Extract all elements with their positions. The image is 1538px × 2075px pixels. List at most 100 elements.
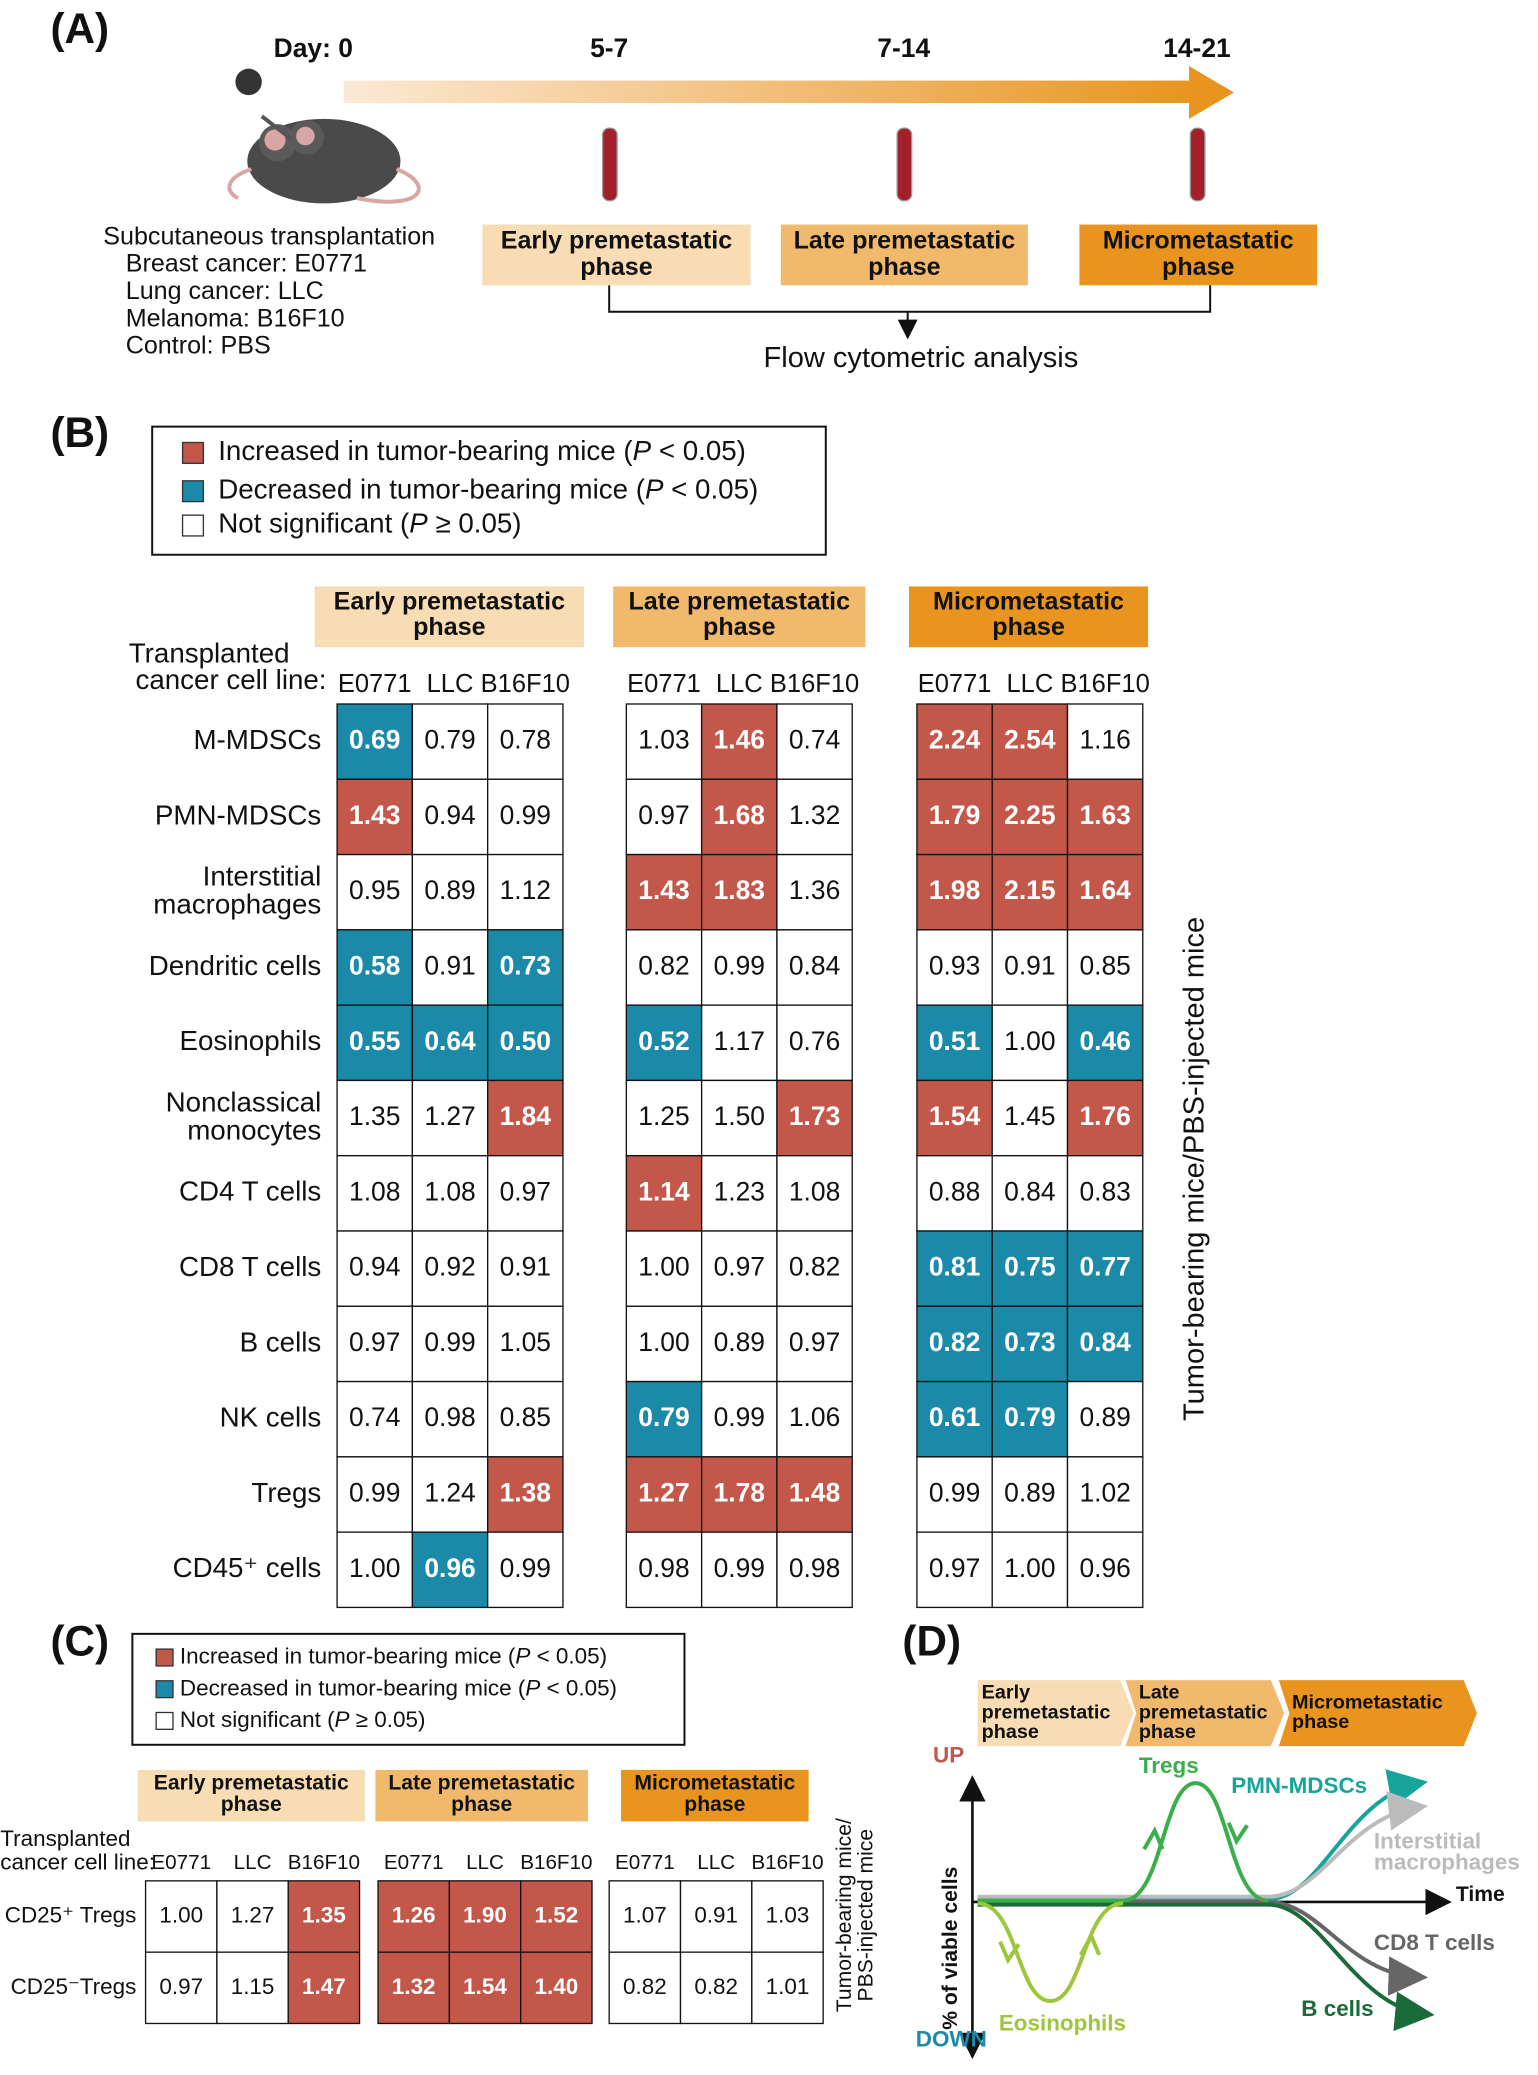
cell-value: 1.63 <box>1079 800 1130 830</box>
phase-label: phase <box>1139 1721 1196 1743</box>
cell-value: 1.64 <box>1079 875 1131 905</box>
cell-value: 1.17 <box>714 1026 765 1056</box>
phase-label: phase <box>413 613 486 641</box>
cell-value: 1.25 <box>638 1101 689 1131</box>
row-label: Tregs <box>251 1477 321 1508</box>
cell-value: 0.93 <box>929 950 980 980</box>
cell-value: 1.00 <box>349 1553 400 1583</box>
cell-value: 1.78 <box>714 1477 765 1507</box>
row-label: CD45⁺ cells <box>173 1552 322 1583</box>
heatmap-cell <box>336 1380 414 1458</box>
heatmap-cell <box>487 1531 564 1609</box>
bracket <box>608 285 1212 335</box>
heatmap-cell <box>1066 1079 1144 1157</box>
heatmap-cell <box>776 778 853 856</box>
heatmap-cell <box>991 1531 1069 1609</box>
cell-line-label: LLC <box>1006 670 1053 698</box>
legend-text-italic: P <box>335 1707 350 1732</box>
legend-text-part: < 0.05) <box>540 1675 617 1700</box>
cell-value: 0.84 <box>1004 1176 1055 1206</box>
cell-value: 1.98 <box>929 875 980 905</box>
cell-value: 0.89 <box>424 875 475 905</box>
row-label: monocytes <box>187 1114 321 1145</box>
transplant-text: Melanoma: B16F10 <box>126 304 345 332</box>
cell-value: 0.99 <box>349 1477 400 1507</box>
cell-value: 0.96 <box>1079 1553 1130 1583</box>
panel-label: (A) <box>50 5 109 52</box>
cell-value: 0.85 <box>1079 950 1130 980</box>
row-label: PMN-MDSCs <box>155 799 321 830</box>
heatmap-cell <box>336 1531 414 1609</box>
mouse <box>227 68 421 204</box>
legend-text-part: Increased in tumor-bearing mice ( <box>180 1644 516 1669</box>
heatmap-cell <box>625 853 703 931</box>
legend-text-part: ≥ 0.05) <box>428 508 522 539</box>
legend-text: Increased in tumor-bearing mice (P < 0.0… <box>180 1644 607 1669</box>
heatmap-cell <box>700 1531 778 1609</box>
phase-label: phase <box>868 253 941 281</box>
legend-text-part: ≥ 0.05) <box>350 1707 426 1732</box>
heatmap-cell <box>679 1951 753 2025</box>
cell-value: 0.82 <box>638 950 689 980</box>
legend-swatch <box>181 514 205 537</box>
phase-chevron <box>1278 1680 1477 1747</box>
heatmap-cell <box>411 1380 489 1458</box>
phase-label: Micrometastatic <box>1292 1691 1443 1713</box>
row-label: NK cells <box>220 1402 322 1433</box>
heatmap-cell <box>1066 1155 1144 1232</box>
cell-line-label: LLC <box>466 1851 504 1874</box>
heatmap-cell <box>700 1079 778 1157</box>
cell-value: 1.00 <box>638 1252 689 1282</box>
legend-text-italic: P <box>409 508 428 539</box>
cell-value: 0.97 <box>789 1327 840 1357</box>
cell-value: 0.82 <box>694 1974 738 1999</box>
cell-value: 1.52 <box>535 1902 579 1927</box>
phase-label: Late premetastatic <box>628 587 850 615</box>
heatmap-cell <box>487 1004 564 1082</box>
cell-value: 1.00 <box>638 1327 689 1357</box>
cell-value: 1.73 <box>789 1101 840 1131</box>
cell-value: 1.01 <box>766 1974 810 1999</box>
legend-text-part: < 0.05) <box>663 474 758 505</box>
cell-value: 1.43 <box>349 800 400 830</box>
heatmap-cell <box>487 778 564 856</box>
panel-label: (D) <box>902 1618 961 1665</box>
cell-line-label: E0771 <box>338 670 412 698</box>
cell-value: 0.97 <box>929 1553 980 1583</box>
heatmap-cell <box>487 929 564 1006</box>
heatmap-cell <box>411 929 489 1006</box>
heatmap-cell <box>916 1380 993 1458</box>
phase-chevron <box>1125 1680 1285 1747</box>
heatmap-cell <box>625 1305 703 1383</box>
cell-value: 0.92 <box>424 1252 475 1282</box>
phase-label: phase <box>1162 253 1235 281</box>
cell-value: 1.00 <box>1004 1026 1055 1056</box>
heatmap-cell <box>776 1456 853 1533</box>
cell-value: 1.46 <box>714 725 765 755</box>
cell-value: 1.00 <box>1004 1553 1055 1583</box>
cell-value: 0.89 <box>1004 1477 1055 1507</box>
heatmap-cell <box>411 1531 489 1609</box>
phase-label: phase <box>580 253 653 281</box>
phase-label: phase <box>221 1793 282 1816</box>
cell-value: 0.55 <box>349 1026 400 1056</box>
legend-text-part: Not significant ( <box>180 1707 335 1732</box>
cell-value: 0.91 <box>424 950 475 980</box>
cell-value: 1.12 <box>500 875 551 905</box>
cell-value: 1.84 <box>500 1101 552 1131</box>
legend-text: Not significant (P ≥ 0.05) <box>218 508 521 539</box>
heatmap-cell <box>487 1456 564 1533</box>
y-axis-label: Tumor-bearing mice/ <box>833 1818 856 2012</box>
legend-swatch <box>181 441 205 464</box>
cell-value: 1.02 <box>1079 1477 1130 1507</box>
row-label: CD25⁺ Tregs <box>5 1902 137 1927</box>
cell-line-axis-label: cancer cell line: <box>0 1850 155 1875</box>
transplant-text: Breast cancer: E0771 <box>126 250 367 278</box>
cell-value: 0.69 <box>349 725 400 755</box>
cell-line-label: E0771 <box>151 1851 211 1874</box>
heatmap-cell <box>144 1880 218 1953</box>
heatmap-cell <box>377 1880 451 1953</box>
cell-line-label: B16F10 <box>520 1851 592 1874</box>
cell-value: 0.82 <box>929 1327 980 1357</box>
